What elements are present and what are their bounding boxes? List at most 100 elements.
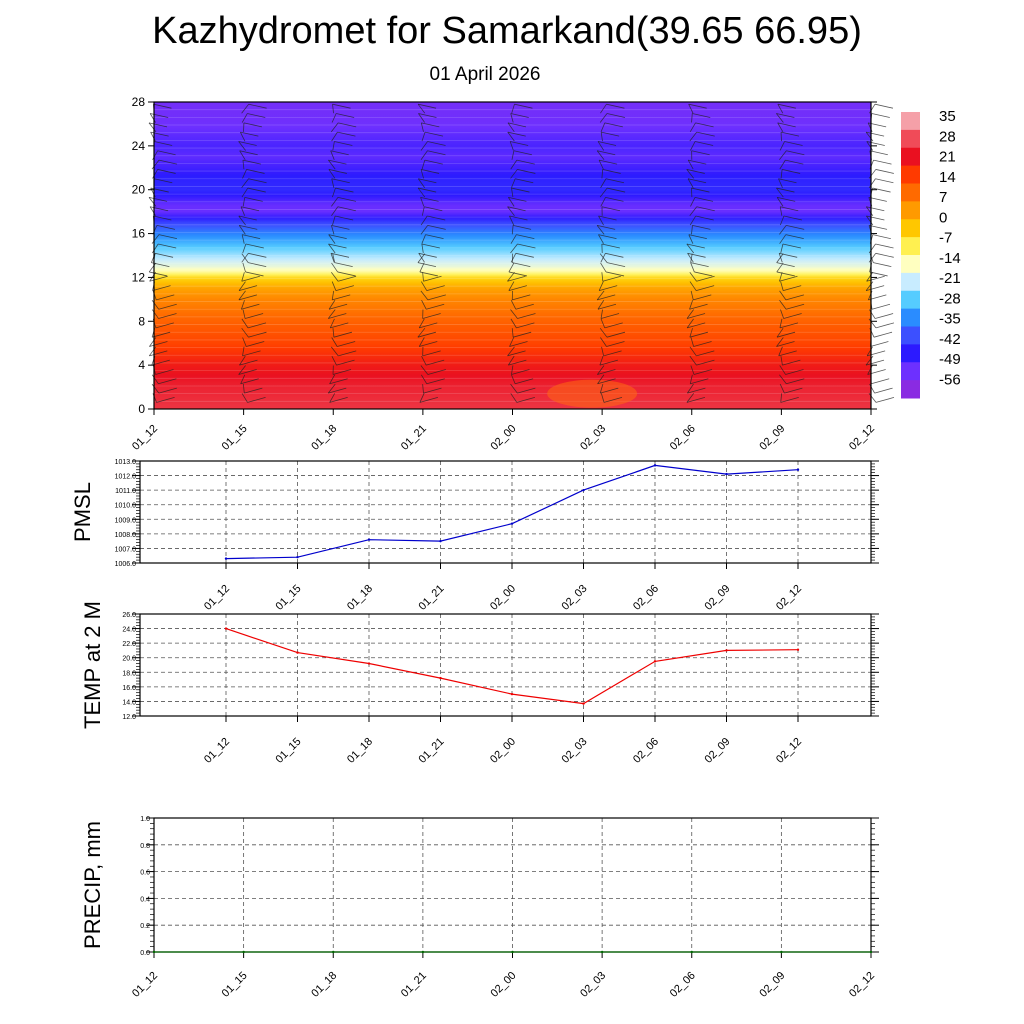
data-point	[780, 950, 783, 954]
wind-barb-staff	[688, 234, 694, 244]
colorbar-label: 21	[939, 149, 956, 166]
wind-barb-staff	[776, 197, 784, 207]
wind-barb	[152, 331, 171, 338]
wind-barb	[242, 159, 262, 165]
wind-barb-staff	[865, 131, 874, 142]
wind-barb	[507, 275, 526, 282]
wind-barb-staff	[689, 215, 697, 226]
data-point	[796, 648, 800, 651]
wind-barb-staff	[242, 309, 246, 319]
wind-barb-staff	[687, 253, 694, 263]
wind-barb-staff	[241, 318, 249, 329]
data-point	[224, 627, 228, 630]
wind-barb	[780, 131, 800, 137]
wind-barb-staff	[330, 272, 339, 282]
wind-barb	[515, 303, 534, 310]
wind-barb	[875, 169, 894, 174]
wind-barb-staff	[690, 253, 693, 263]
wind-barb	[427, 150, 446, 156]
wind-barb	[605, 271, 625, 277]
wind-barb-staff	[597, 374, 605, 385]
wind-barb	[777, 103, 796, 109]
wind-barb	[597, 150, 616, 156]
wind-barb-staff	[420, 197, 425, 207]
y-axis-title: TEMP at 2 M	[80, 601, 105, 729]
y-tick-label: 12	[132, 270, 146, 284]
wind-barb	[778, 350, 797, 357]
data-point	[653, 660, 657, 663]
wind-barb-staff	[865, 206, 874, 216]
y-tick-label: 20	[132, 183, 146, 197]
wind-barb	[606, 103, 625, 109]
wind-barb-staff	[776, 327, 784, 338]
wind-barb	[328, 169, 347, 174]
wind-barb	[148, 122, 168, 128]
wind-barb	[867, 350, 886, 357]
wind-barb-staff	[868, 178, 876, 188]
wind-barb	[686, 169, 705, 174]
colorbar-segment	[901, 362, 920, 381]
wind-barb-staff	[238, 141, 246, 151]
wind-barb	[871, 113, 890, 118]
colorbar-segment	[901, 255, 920, 274]
wind-barb-staff	[510, 159, 518, 170]
wind-barb	[158, 159, 178, 165]
wind-barb-staff	[421, 234, 426, 244]
wind-barb-staff	[151, 234, 160, 244]
wind-barb	[329, 397, 348, 403]
wind-barb-staff	[328, 300, 336, 310]
wind-barb-staff	[510, 318, 517, 329]
y-tick-label: 1009.0	[115, 517, 137, 524]
wind-barb-staff	[598, 234, 604, 244]
wind-barb	[423, 387, 442, 394]
wind-barb-staff	[149, 272, 157, 282]
wind-barb-staff	[510, 243, 518, 254]
wind-barb	[427, 294, 446, 301]
wind-barb	[240, 378, 259, 385]
wind-barb-staff	[691, 225, 693, 235]
wind-barb	[336, 113, 355, 118]
wind-barb-staff	[511, 374, 516, 384]
y-tick-label: 0.0	[140, 950, 150, 957]
colorbar-segment	[901, 219, 920, 238]
wind-barb	[418, 178, 437, 184]
wind-barb	[507, 131, 526, 137]
wind-barb	[779, 252, 798, 258]
wind-barb-staff	[869, 103, 876, 114]
wind-barb	[149, 350, 168, 357]
wind-barb-staff	[421, 300, 427, 310]
wind-barb	[599, 285, 618, 291]
wind-barb	[605, 178, 625, 184]
wind-barb	[508, 196, 527, 202]
wind-barb	[785, 303, 805, 310]
wind-barb-staff	[420, 374, 428, 384]
wind-barb-staff	[510, 234, 517, 244]
wind-barb	[418, 187, 437, 193]
wind-barb	[516, 397, 535, 403]
wind-barb	[875, 178, 894, 184]
y-tick-label: 1013.0	[115, 459, 137, 466]
wind-barb	[426, 285, 445, 291]
wind-barb	[694, 196, 714, 202]
wind-barb	[776, 187, 795, 193]
wind-barb	[874, 103, 894, 109]
wind-barb	[332, 369, 352, 375]
wind-barb-staff	[151, 374, 159, 385]
wind-barb-staff	[420, 281, 428, 291]
wind-barb-staff	[600, 253, 606, 263]
wind-barb-staff	[332, 215, 336, 226]
y-tick-label: 1008.0	[115, 532, 137, 539]
wind-barb-staff	[601, 169, 604, 179]
wind-barb-staff	[149, 337, 157, 347]
wind-barb	[153, 103, 172, 109]
wind-barb	[874, 387, 893, 394]
y-tick-label: 1012.0	[115, 474, 137, 481]
wind-barb	[418, 113, 437, 118]
wind-barb-staff	[418, 113, 425, 123]
wind-barb-staff	[242, 243, 247, 254]
wind-barb-staff	[507, 272, 515, 282]
wind-barb	[605, 196, 624, 202]
wind-barb-staff	[328, 159, 336, 170]
wind-barb	[694, 271, 713, 277]
wind-barb	[337, 341, 356, 347]
